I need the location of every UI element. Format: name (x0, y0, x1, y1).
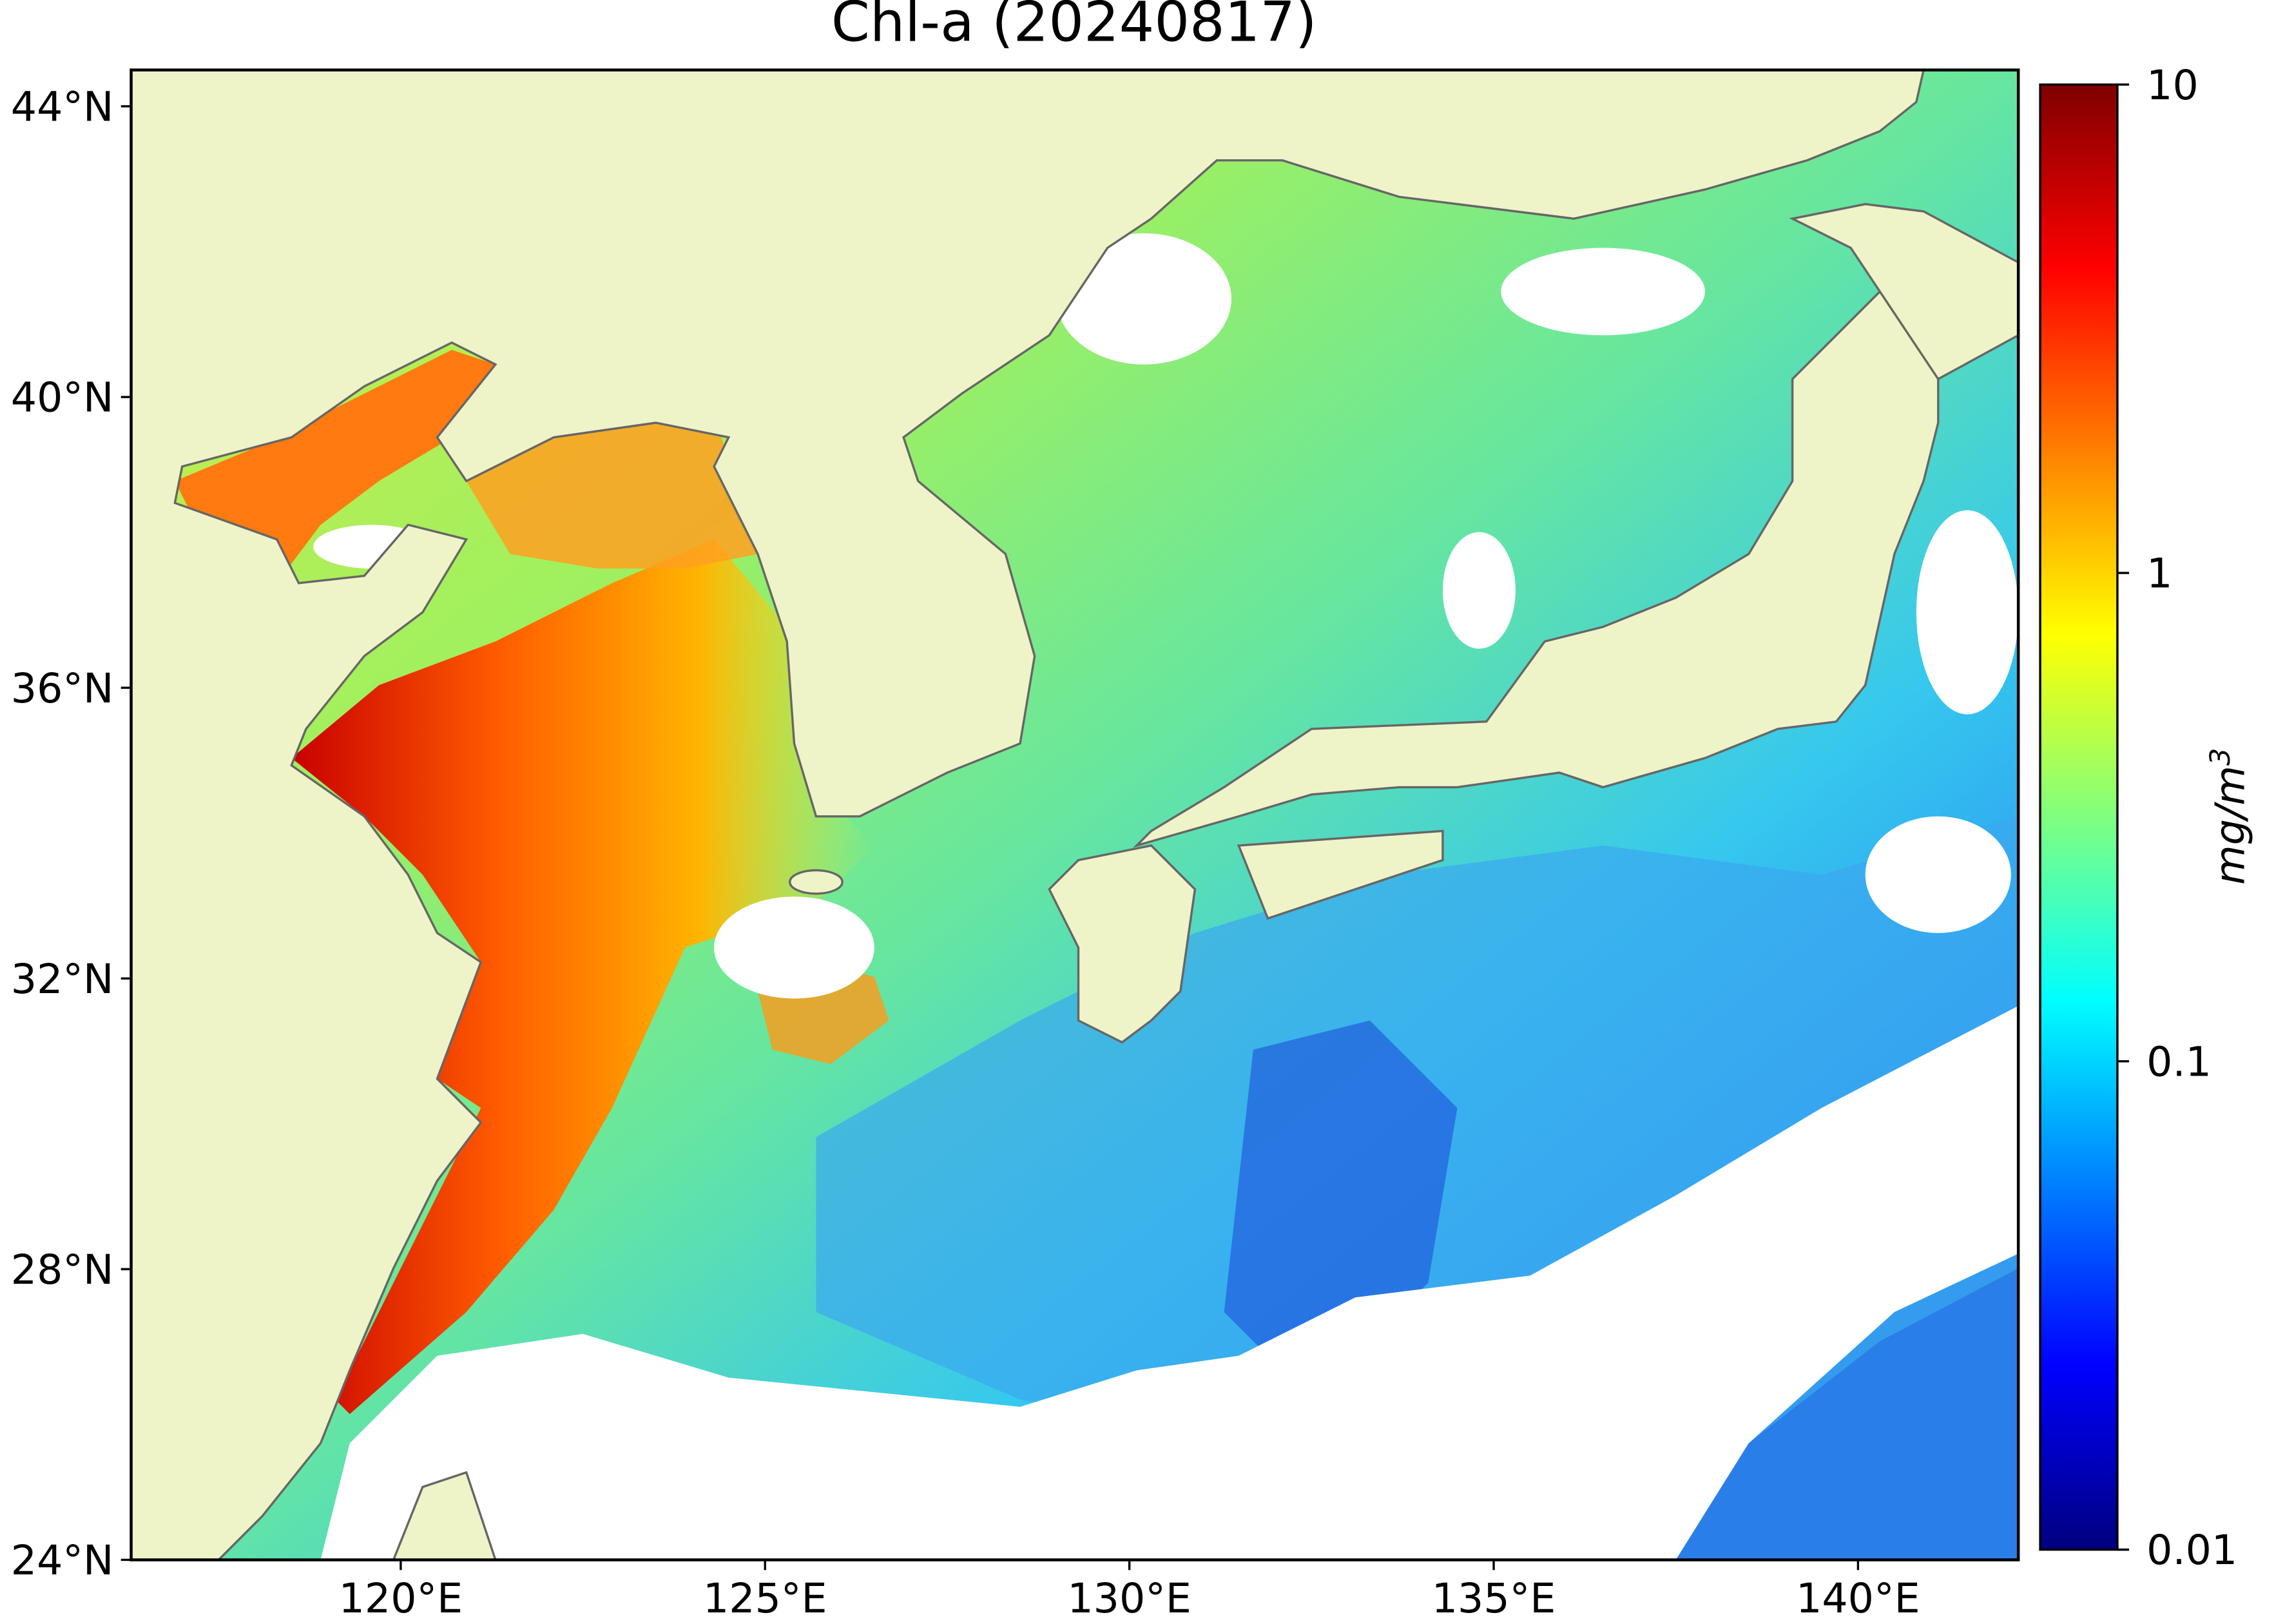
shikoku (1237, 829, 1444, 920)
cloud (1056, 233, 1231, 365)
honshu (1133, 290, 1940, 848)
colorbar-tick-label: 1 (2146, 550, 2172, 597)
colorbar-tick-label: 10 (2146, 61, 2199, 109)
x-tick-label: 140°E (1796, 1574, 1920, 1622)
colorbar (2039, 83, 2119, 1551)
x-tick-label: 135°E (1432, 1574, 1556, 1622)
y-tick-label: 40°N (11, 374, 114, 421)
cloud (1442, 532, 1516, 649)
cloud (714, 896, 874, 999)
y-tick-label: 28°N (11, 1246, 114, 1293)
plot-frame (130, 68, 2020, 1561)
colorbar-label: mg/m3 (2204, 748, 2254, 885)
x-tick-label: 120°E (339, 1574, 463, 1622)
yellow-sea-north (466, 423, 758, 569)
cloud (1916, 510, 2019, 715)
clouds (313, 233, 2019, 1560)
unit-base: mg/m (2206, 766, 2254, 885)
x-tick-label: 125°E (703, 1574, 827, 1622)
y-tick-label: 32°N (11, 955, 114, 1003)
colorbar-tick-label: 0.01 (2146, 1526, 2237, 1574)
taiwan (392, 1471, 497, 1560)
cloud (1501, 247, 1705, 336)
map-title: Chl-a (20240817) (831, 0, 1317, 54)
cloud (1865, 816, 2011, 933)
jeju (789, 869, 844, 895)
x-tick-label: 130°E (1067, 1574, 1191, 1622)
kyushu (1048, 844, 1197, 1044)
southeast-ocean (1675, 1268, 2019, 1560)
unit-superscript: 3 (2204, 748, 2237, 766)
mainland (131, 70, 1925, 1560)
y-tick-label: 44°N (11, 83, 114, 131)
colorbar-tick-label: 0.1 (2146, 1038, 2212, 1085)
coastal-high-chl (291, 539, 874, 1415)
map-area (131, 70, 2019, 1560)
land (131, 70, 2019, 1560)
hokkaido (1789, 202, 2019, 381)
y-tick-label: 24°N (11, 1536, 114, 1584)
y-tick-label: 36°N (11, 664, 114, 712)
cloud (320, 1005, 2019, 1560)
